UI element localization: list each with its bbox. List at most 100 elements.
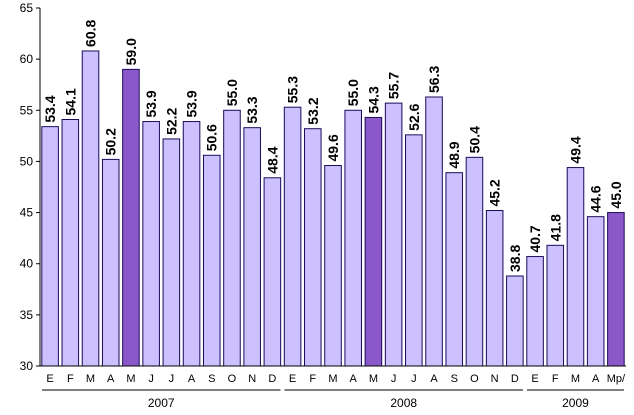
bar [607,212,625,367]
year-label: 2009 [562,396,589,410]
x-tick-label: Mp/ [607,373,626,385]
data-label: 45.2 [487,179,503,206]
x-tick-label: E [46,373,53,385]
x-tick-label: N [248,373,256,385]
x-tick-label: F [309,373,316,385]
x-tick-label: J [411,373,417,385]
x-tick-label: M [571,373,580,385]
data-label: 50.2 [103,128,119,155]
bar [586,216,605,367]
x-tick-label: F [67,373,74,385]
bar [465,156,484,367]
y-tick-label: 65 [20,1,34,15]
x-tick-label: N [491,373,499,385]
y-tick-label: 35 [20,308,34,322]
bar [364,116,383,367]
data-label: 48.4 [264,146,280,173]
bar [344,109,362,367]
x-tick-label: F [552,373,559,385]
bars [41,50,625,367]
data-label: 53.4 [42,95,58,122]
x-tick-label: O [470,373,479,385]
year-label: 2007 [148,396,175,410]
y-tick-label: 40 [20,257,34,271]
bar [122,68,140,367]
data-label: 54.1 [62,88,78,115]
data-label: 38.8 [507,245,523,272]
bar [263,177,282,367]
data-label: 53.3 [244,96,260,123]
x-axis: E F M A M J J A S O N D E F M A M J J A S O N D E F M A Mp/ [40,365,626,385]
data-label: 44.6 [588,185,604,212]
bar [283,106,302,367]
x-tick-label: A [188,373,196,385]
x-tick-label: M [369,373,378,385]
bar [566,167,585,367]
bar [546,244,565,367]
data-label: 49.6 [325,134,341,161]
y-tick-label: 30 [20,359,34,373]
data-label: 48.9 [446,141,462,168]
x-tick-label: A [592,373,600,385]
bar [324,165,342,367]
bar [162,138,181,367]
year-axis: 2007 2008 2009 [42,389,624,410]
bar [81,50,100,367]
data-label: 53.9 [143,90,159,117]
x-tick-label: A [107,373,115,385]
data-label: 52.2 [163,107,179,134]
bar [223,109,241,367]
bar [243,127,261,367]
data-label: 40.7 [527,225,543,252]
bar [445,172,464,367]
x-tick-label: D [268,373,276,385]
data-labels: 53.4 54.160.850.259.053.952.253.950.655.0… [42,19,624,271]
x-tick-label: E [531,373,538,385]
data-label: 41.8 [547,214,563,241]
bar [405,134,423,367]
data-label: 55.3 [285,76,301,103]
data-label: 50.4 [466,126,482,153]
bar [142,121,160,367]
x-tick-label: D [511,373,519,385]
data-label: 50.6 [204,124,220,151]
x-tick-label: A [350,373,358,385]
data-label: 53.2 [305,97,321,124]
y-tick-label: 45 [20,206,34,220]
data-label: 60.8 [83,19,99,46]
bar [485,210,504,367]
bar [182,121,201,367]
year-label: 2008 [390,396,417,410]
y-axis: 30 35 40 45 50 55 60 65 [20,1,41,373]
y-tick-label: 50 [20,154,34,168]
data-label: 53.9 [184,90,200,117]
x-tick-label: J [148,373,154,385]
x-tick-label: A [430,373,438,385]
bar [425,96,443,367]
x-tick-label: O [228,373,237,385]
data-label: 55.7 [386,72,402,99]
data-label: 54.3 [365,86,381,113]
x-tick-label: M [126,373,135,385]
bar [61,118,80,367]
bar [384,102,403,367]
data-label: 55.0 [345,79,361,106]
x-tick-label: S [208,373,215,385]
bar [506,275,524,367]
data-label: 55.0 [224,79,240,106]
data-label: 56.3 [426,66,442,93]
data-label: 49.4 [567,136,583,163]
data-label: 45.0 [608,181,624,208]
bar [304,128,322,367]
data-label: 59.0 [123,38,139,65]
bar [101,158,120,367]
bar [526,256,544,367]
x-tick-label: E [289,373,296,385]
bar [202,154,221,367]
x-tick-label: M [86,373,95,385]
x-tick-label: J [391,373,397,385]
x-tick-label: J [169,373,175,385]
x-tick-label: M [328,373,337,385]
y-tick-label: 55 [20,103,34,117]
